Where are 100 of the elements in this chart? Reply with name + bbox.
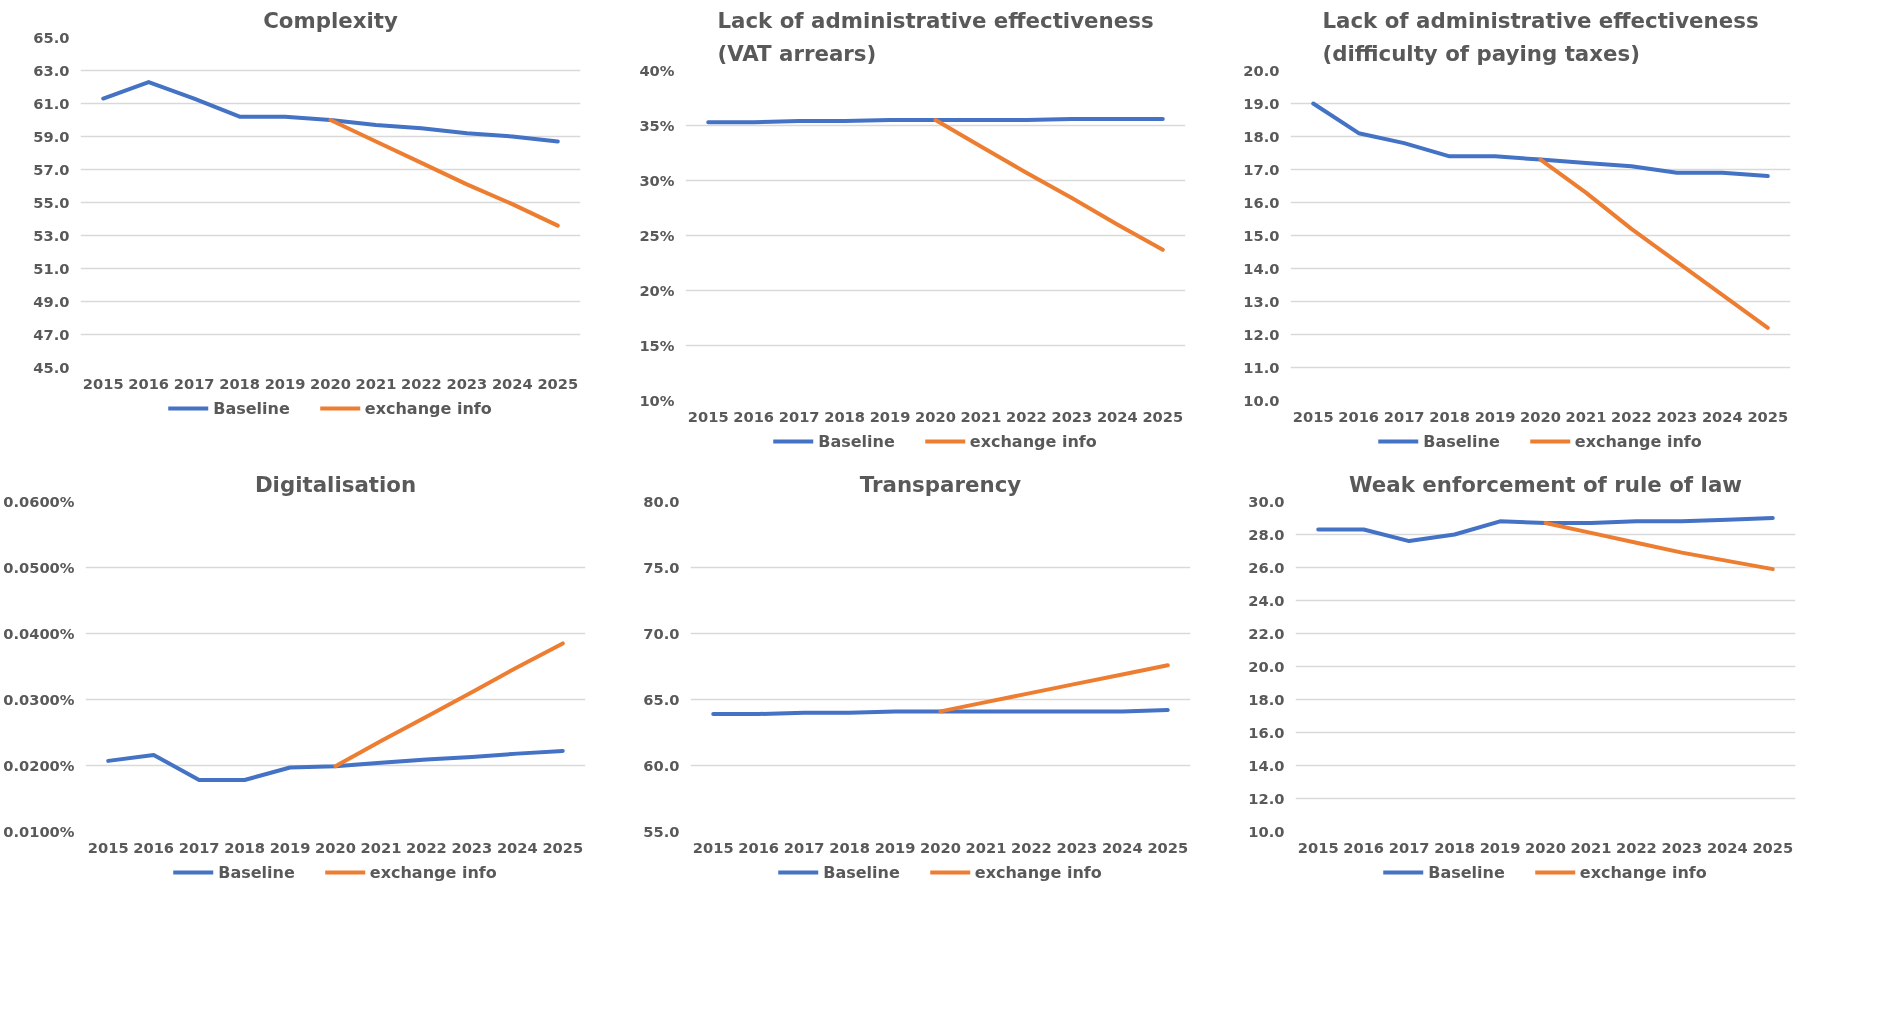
x-tick-label: 2022: [1616, 838, 1657, 856]
y-tick-label: 14.0: [1248, 756, 1285, 774]
y-tick-label: 55.0: [33, 193, 70, 211]
y-tick-label: 15%: [639, 337, 675, 354]
line-series: [106, 748, 565, 783]
x-tick-label: 2022: [401, 374, 442, 392]
x-tick-label: 2019: [264, 374, 306, 392]
y-tick-label: 26.0: [1248, 558, 1285, 576]
line-series: [101, 80, 560, 144]
line-series: [933, 118, 1165, 252]
x-tick-label: 2018: [824, 407, 865, 425]
x-tick-label: 2018: [1429, 407, 1470, 425]
legend-label: Baseline: [1423, 431, 1500, 451]
x-tick-label: 2025: [537, 374, 579, 392]
x-tick-label: 2024: [1706, 838, 1748, 856]
x-tick-label: 2020: [920, 838, 961, 856]
chart-title: Digitalisation: [254, 471, 417, 497]
legend-label: exchange info: [974, 862, 1102, 882]
x-tick-label: 2024: [496, 838, 538, 856]
x-tick-label: 2025: [1147, 838, 1189, 856]
y-tick-label: 10.0: [1248, 822, 1285, 840]
line-series: [333, 641, 565, 769]
x-tick-label: 2022: [1611, 407, 1652, 425]
y-tick-label: 63.0: [33, 61, 70, 79]
x-tick-label: 2023: [1056, 838, 1098, 856]
y-tick-label: 24.0: [1248, 591, 1285, 609]
x-tick-label: 2024: [1701, 407, 1743, 425]
legend-label: exchange info: [364, 398, 492, 418]
x-tick-label: 2022: [1006, 407, 1047, 425]
x-tick-label: 2017: [1383, 407, 1425, 425]
x-tick-label: 2015: [692, 838, 734, 856]
y-tick-label: 11.0: [1243, 358, 1280, 376]
x-tick-label: 2020: [1525, 838, 1566, 856]
x-tick-label: 2025: [1747, 407, 1789, 425]
x-tick-label: 2016: [1338, 407, 1380, 425]
x-tick-label: 2015: [687, 407, 729, 425]
chart-title: Transparency: [859, 471, 1022, 497]
line-series: [1543, 520, 1775, 572]
line-series: [938, 663, 1170, 714]
x-tick-label: 2023: [1661, 838, 1703, 856]
x-tick-label: 2021: [1565, 407, 1607, 425]
y-tick-label: 61.0: [33, 94, 70, 112]
y-tick-label: 57.0: [33, 160, 70, 178]
y-tick-label: 75.0: [643, 558, 680, 576]
chart-title: Lack of administrative effectiveness (difficulty of paying taxes): [1322, 8, 1759, 66]
line-series: [328, 118, 560, 228]
y-tick-label: 0.0600%: [3, 493, 75, 510]
legend-label: Baseline: [218, 862, 295, 882]
y-tick-label: 51.0: [33, 259, 70, 277]
y-tick-label: 35%: [639, 117, 675, 134]
x-tick-label: 2024: [1101, 838, 1143, 856]
y-tick-label: 10%: [639, 392, 675, 409]
legend-label: Baseline: [818, 431, 895, 451]
y-tick-label: 15.0: [1243, 226, 1280, 244]
legend-label: exchange info: [369, 862, 497, 882]
x-tick-label: 2025: [542, 838, 584, 856]
y-tick-label: 22.0: [1248, 624, 1285, 642]
legend-label: Baseline: [1428, 862, 1505, 882]
y-tick-label: 0.0500%: [3, 559, 75, 576]
legend-label: Baseline: [213, 398, 290, 418]
x-tick-label: 2020: [1520, 407, 1561, 425]
x-tick-label: 2019: [1479, 838, 1521, 856]
x-tick-label: 2018: [1434, 838, 1475, 856]
x-tick-label: 2025: [1142, 407, 1184, 425]
y-tick-label: 14.0: [1243, 259, 1280, 277]
y-tick-label: 55.0: [643, 822, 680, 840]
y-tick-label: 40%: [639, 62, 675, 79]
y-tick-label: 70.0: [643, 624, 680, 642]
line-series: [1311, 101, 1770, 179]
y-tick-label: 20.0: [1243, 61, 1280, 79]
x-tick-label: 2018: [219, 374, 260, 392]
x-tick-label: 2016: [1343, 838, 1385, 856]
y-tick-label: 59.0: [33, 127, 70, 145]
y-tick-label: 47.0: [33, 325, 70, 343]
x-tick-label: 2022: [406, 838, 447, 856]
x-tick-label: 2020: [315, 838, 356, 856]
x-tick-label: 2023: [1051, 407, 1093, 425]
legend-label: exchange info: [1574, 431, 1702, 451]
y-tick-label: 53.0: [33, 226, 70, 244]
y-tick-label: 49.0: [33, 292, 70, 310]
x-tick-label: 2024: [1096, 407, 1138, 425]
x-tick-label: 2016: [738, 838, 780, 856]
x-tick-label: 2015: [87, 838, 129, 856]
x-tick-label: 2019: [269, 838, 311, 856]
y-tick-label: 30%: [639, 172, 675, 189]
x-tick-label: 2017: [778, 407, 820, 425]
x-tick-label: 2021: [1570, 838, 1612, 856]
x-tick-label: 2017: [1388, 838, 1430, 856]
line-series: [1316, 516, 1775, 544]
y-tick-label: 80.0: [643, 492, 680, 510]
legend-label: Baseline: [823, 862, 900, 882]
y-tick-label: 20.0: [1248, 657, 1285, 675]
chart-title: Lack of administrative effectiveness (VAT arrears): [717, 8, 1154, 66]
x-tick-label: 2017: [783, 838, 825, 856]
x-tick-label: 2015: [1297, 838, 1339, 856]
y-tick-label: 18.0: [1248, 690, 1285, 708]
x-tick-label: 2018: [829, 838, 870, 856]
x-tick-label: 2015: [1292, 407, 1334, 425]
y-tick-label: 12.0: [1243, 325, 1280, 343]
chart-title: Weak enforcement of rule of law: [1349, 471, 1742, 497]
